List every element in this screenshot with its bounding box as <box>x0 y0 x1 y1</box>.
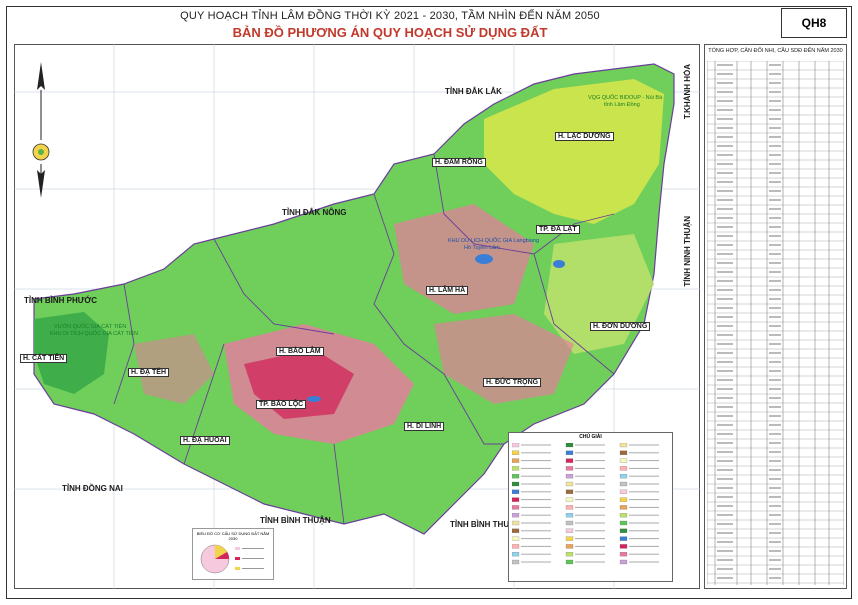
map-subtitle: QUY HOẠCH TỈNH LÂM ĐỒNG THỜI KỲ 2021 - 2… <box>180 10 600 22</box>
label-duc-trong: H. ĐỨC TRỌNG <box>483 378 542 387</box>
cat-tien-park <box>34 312 109 394</box>
label-cat-tien-park: VƯỜN QUỐC GIA CÁT TIÊN <box>54 324 127 330</box>
pie-title: BIỂU ĐỒ CƠ CẤU SỬ DỤNG ĐẤT NĂM 2030 <box>196 531 270 541</box>
label-ninh-thuan: TỈNH NINH THUẬN <box>683 216 692 287</box>
highland-area <box>484 79 664 224</box>
legend-title: CHÚ GIẢI <box>579 434 602 440</box>
label-da-lat: TP. ĐÀ LẠT <box>536 225 580 234</box>
land-use-pie-box: BIỂU ĐỒ CƠ CẤU SỬ DỤNG ĐẤT NĂM 2030 <box>192 528 274 580</box>
map-code-badge: QH8 <box>781 8 847 38</box>
label-cat-tien: H. CÁT TIÊN <box>20 354 68 363</box>
label-binh-thuan-east: TỈNH BÌNH THUẬN <box>450 520 521 529</box>
label-da-teh: H. ĐẠ TẺH <box>128 368 169 377</box>
label-dong-nai: TỈNH ĐỒNG NAI <box>62 484 123 493</box>
label-langbiang: KHU DU LỊCH QUỐC GIA Langbiang <box>448 238 540 244</box>
land-balance-table: TỔNG HỢP, CÂN ĐỐI NHI, CẦU SDĐ ĐẾN NĂM 2… <box>704 44 847 589</box>
label-binh-thuan-west: TỈNH BÌNH THUẬN <box>260 516 331 525</box>
legend-swatches <box>512 443 659 565</box>
label-lac-duong: H. LẠC DƯƠNG <box>555 132 614 141</box>
map-legend: CHÚ GIẢI <box>508 432 673 582</box>
label-da-huoai: H. ĐẠ HUOAI <box>180 436 230 445</box>
label-tuyen-lam: Hồ Tuyền Lâm <box>464 245 500 251</box>
north-arrow-icon <box>32 62 50 198</box>
label-khanh-hoa: T.KHÁNH HÒA <box>683 64 692 120</box>
table-title: TỔNG HỢP, CÂN ĐỐI NHI, CẦU SDĐ ĐẾN NĂM 2… <box>708 48 843 54</box>
label-bao-loc: TP. BẢO LỘC <box>256 400 307 409</box>
pie-chart <box>200 544 264 574</box>
label-di-linh: H. DI LINH <box>404 422 445 431</box>
map-title: BẢN ĐỒ PHƯƠNG ÁN QUY HOẠCH SỬ DỤNG ĐẤT <box>232 25 548 40</box>
label-dak-lak: TỈNH ĐẮK LẮK <box>445 87 502 96</box>
label-dak-nong: TỈNH ĐẮK NÔNG <box>282 208 347 217</box>
label-cat-tien-relic: KHU DI TÍCH QUỐC GIA CÁT TIÊN <box>50 331 139 337</box>
label-binh-phuoc: TỈNH BÌNH PHƯỚC <box>24 296 98 305</box>
label-lam-ha: H. LÂM HÀ <box>426 286 469 295</box>
map-frame <box>6 6 852 599</box>
label-bidoup-park: VQG QUỐC BIDOUP - Núi Bà <box>588 95 663 101</box>
label-don-duong: H. ĐƠN DƯƠNG <box>590 322 651 331</box>
label-dam-rong: H. ĐAM RÔNG <box>432 158 486 167</box>
label-bidoup-park-sub: tỉnh Lâm Đồng <box>604 102 640 108</box>
table-grid <box>707 61 844 585</box>
label-bao-lam: H. BẢO LÂM <box>276 347 324 356</box>
